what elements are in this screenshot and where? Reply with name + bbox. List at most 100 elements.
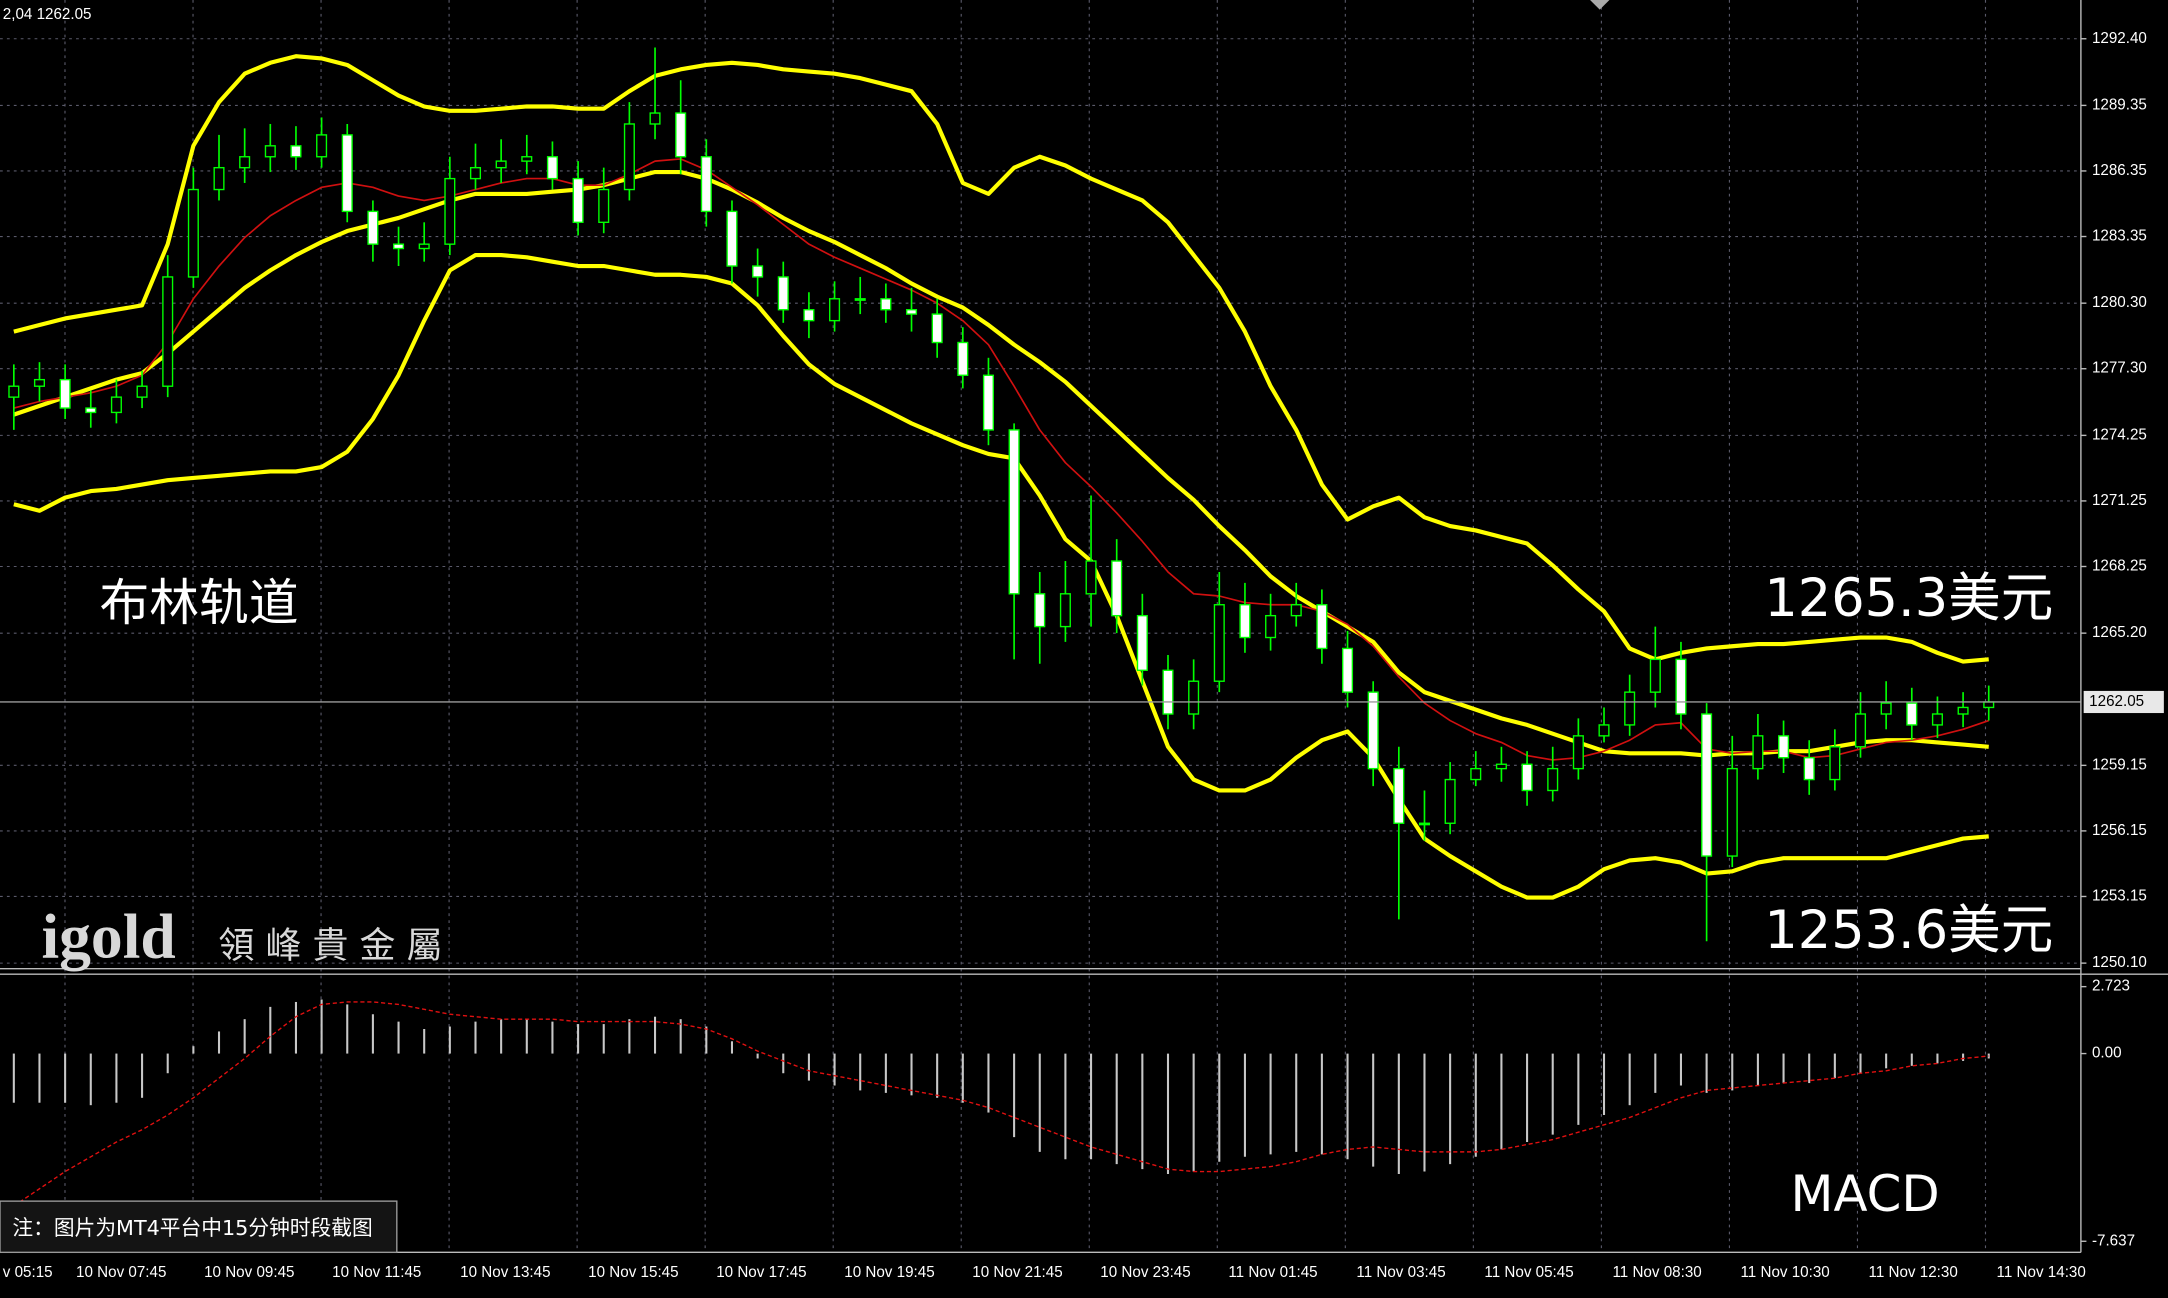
candle-body: [675, 112, 687, 158]
candle-body: [187, 188, 199, 278]
candle-body: [572, 177, 584, 224]
candle-body: [1829, 746, 1841, 781]
candle-body: [1008, 429, 1020, 595]
candle-body: [1034, 593, 1046, 628]
candle-body: [316, 134, 328, 158]
candle-body: [854, 298, 866, 301]
y-tick-label: 1271.25: [2092, 492, 2147, 509]
candle-body: [546, 156, 558, 180]
candle-body: [1547, 767, 1559, 792]
candle-body: [931, 313, 943, 344]
candle-body: [598, 188, 610, 224]
y-tick-label: 1280.30: [2092, 294, 2147, 311]
candle-body: [33, 378, 46, 387]
candle-body: [1906, 702, 1918, 726]
x-tick-label: 11 Nov 03:45: [1356, 1264, 1445, 1281]
x-tick-label: 11 Nov 12:30: [1869, 1264, 1958, 1281]
candle-body: [1239, 604, 1251, 639]
note-box: [0, 1200, 398, 1254]
candle-body: [59, 378, 71, 409]
y-tick-label: 1253.15: [2092, 887, 2147, 904]
y-tick-label: 0.00: [2092, 1045, 2122, 1062]
x-tick-label: 10 Nov 21:45: [972, 1264, 1062, 1281]
candle-body: [521, 156, 533, 162]
candle-body: [1162, 669, 1174, 715]
candle-body: [8, 385, 20, 398]
candle-body: [1059, 593, 1071, 628]
candle-body: [1521, 763, 1533, 792]
annotation: 布林轨道: [100, 574, 299, 632]
candle-body: [1265, 614, 1277, 639]
x-tick-label: 10 Nov 09:45: [204, 1264, 294, 1281]
candle-body: [726, 210, 738, 267]
y-tick-label: 2.723: [2092, 978, 2130, 995]
candle-body: [290, 145, 302, 158]
candle-body: [803, 309, 815, 322]
candle-body: [1111, 560, 1123, 617]
candle-body: [1726, 767, 1738, 857]
y-tick-label: 1289.35: [2092, 96, 2147, 113]
y-tick-label: 1292.40: [2092, 30, 2147, 47]
x-tick-label: 11 Nov 05:45: [1484, 1264, 1573, 1281]
candle-body: [880, 298, 892, 311]
candle-body: [136, 385, 148, 398]
candle-body: [700, 156, 712, 213]
candle-body: [1188, 680, 1200, 715]
shift-marker: [1590, 0, 1610, 10]
candle-body: [85, 407, 97, 414]
candle-body: [623, 123, 635, 191]
candle-body: [1085, 560, 1097, 595]
x-tick-label: 10 Nov 17:45: [716, 1264, 806, 1281]
current-price-box: [2083, 690, 2164, 714]
x-tick-label: 10 Nov 15:45: [588, 1264, 678, 1281]
candle-body: [1316, 604, 1328, 650]
bollinger-band: [13, 54, 1989, 664]
candle-body: [393, 243, 405, 250]
candle-body: [1957, 706, 1969, 715]
y-tick-label: 1286.35: [2092, 162, 2147, 179]
candle-body: [1624, 691, 1636, 726]
candle-body: [1880, 702, 1892, 715]
x-tick-label: 10 Nov 11:45: [332, 1264, 421, 1281]
x-tick-label: 11 Nov 14:30: [1997, 1264, 2086, 1281]
header: 2,04 1262.05: [3, 6, 92, 23]
candle-body: [1598, 724, 1610, 737]
candle-body: [239, 156, 251, 169]
y-tick-label: 1259.15: [2092, 756, 2147, 773]
candle-body: [469, 166, 482, 180]
candle-body: [1470, 767, 1482, 781]
candle-body: [1803, 757, 1815, 781]
x-tick-label: 11 Nov 08:30: [1612, 1264, 1701, 1281]
candle-body: [444, 177, 456, 245]
y-tick-label: 1265.20: [2092, 624, 2147, 641]
candle-body: [1983, 701, 1995, 709]
candle-body: [1342, 647, 1354, 693]
x-tick-label: 11 Nov 10:30: [1740, 1264, 1829, 1281]
candle-body: [829, 298, 841, 322]
candle-body: [1290, 604, 1302, 617]
candle-body: [110, 396, 122, 414]
x-tick-label: 10 Nov 19:45: [844, 1264, 934, 1281]
candle-body: [418, 243, 430, 250]
candle-body: [777, 276, 789, 311]
candle-body: [1367, 691, 1379, 770]
y-tick-label: 1250.10: [2092, 954, 2147, 971]
candle-body: [1931, 713, 1943, 726]
logo-brand: igold: [41, 901, 175, 972]
candle-body: [1418, 822, 1431, 826]
note: 注：图片为MT4平台中15分钟时段截图: [12, 1216, 372, 1240]
y-tick-label: 1283.35: [2092, 228, 2147, 245]
candle-body: [1752, 735, 1764, 770]
candle-body: [752, 265, 764, 278]
y-tick-label: 1268.25: [2092, 558, 2147, 575]
bollinger-band: [13, 169, 1989, 758]
candle-body: [905, 309, 918, 315]
candle-body: [1444, 778, 1456, 824]
candle-body: [162, 276, 174, 387]
marks-layer: [0, 47, 2081, 1207]
y-tick-label: 1274.25: [2092, 426, 2147, 443]
candle-body: [367, 210, 379, 245]
